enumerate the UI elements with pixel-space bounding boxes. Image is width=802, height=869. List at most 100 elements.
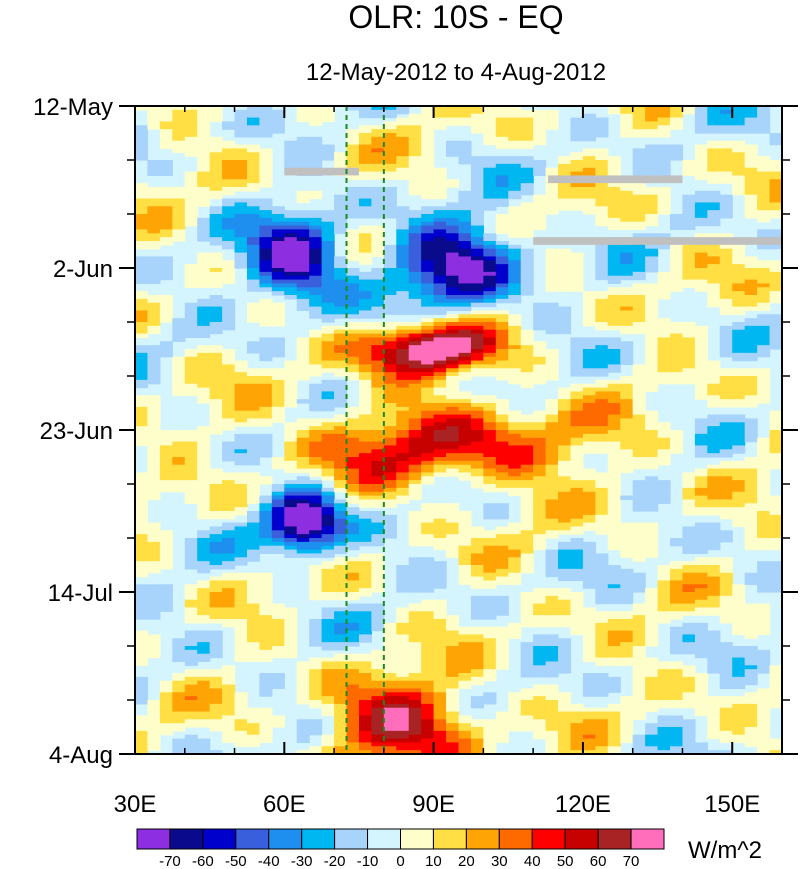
field-cell (159, 341, 173, 346)
field-cell (197, 399, 211, 404)
field-cell (483, 121, 497, 126)
field-cell (570, 522, 584, 528)
field-cell (271, 283, 285, 288)
field-cell (147, 549, 161, 555)
field-cell (421, 175, 435, 180)
field-cell (321, 403, 335, 408)
field-cell (495, 287, 509, 292)
field-cell (334, 646, 348, 651)
field-cell (558, 707, 572, 713)
field-cell (595, 391, 609, 396)
field-cell (570, 557, 584, 562)
field-cell (234, 615, 248, 620)
field-cell (135, 611, 149, 616)
field-cell (582, 480, 596, 485)
field-cell (321, 711, 335, 717)
field-cell (284, 522, 298, 528)
field-cell (421, 630, 435, 636)
field-cell (383, 630, 397, 636)
field-cell (421, 217, 435, 223)
field-cell (408, 295, 422, 300)
field-cell (520, 422, 534, 427)
field-cell (495, 526, 509, 531)
field-cell (209, 491, 223, 497)
field-cell (246, 109, 261, 115)
field-cell (607, 210, 621, 215)
field-cell (446, 615, 460, 620)
field-cell (197, 638, 211, 643)
field-cell (334, 738, 348, 744)
field-cell (545, 248, 559, 254)
field-cell (582, 673, 596, 678)
field-cell (595, 310, 609, 315)
field-cell (408, 669, 422, 674)
field-cell (558, 511, 572, 516)
field-cell (334, 711, 348, 717)
field-cell (446, 534, 460, 539)
field-cell (159, 707, 173, 713)
field-cell (321, 476, 335, 481)
field-cell (284, 225, 298, 231)
field-cell (271, 322, 285, 327)
field-cell (358, 669, 372, 674)
field-cell (520, 437, 534, 443)
field-cell (334, 225, 348, 231)
field-cell (159, 233, 173, 238)
field-cell (433, 622, 447, 628)
field-cell (334, 210, 348, 215)
field-cell (284, 144, 298, 150)
field-cell (209, 187, 223, 192)
field-cell (607, 530, 621, 535)
field-cell (271, 310, 285, 315)
field-cell (558, 187, 572, 192)
field-cell (234, 133, 248, 138)
field-cell (396, 206, 410, 211)
field-cell (421, 275, 435, 281)
field-cell (234, 403, 248, 408)
field-cell (607, 341, 621, 346)
field-cell (371, 268, 385, 273)
field-cell (533, 376, 547, 381)
field-cell (533, 221, 547, 227)
field-cell (135, 302, 149, 308)
field-cell (408, 576, 422, 582)
field-cell (209, 750, 223, 754)
field-cell (358, 541, 372, 547)
field-cell (421, 349, 435, 354)
field-cell (396, 750, 410, 754)
field-cell (172, 113, 186, 119)
field-cell (508, 368, 522, 373)
field-cell (135, 310, 149, 315)
field-cell (458, 526, 472, 531)
field-cell (595, 572, 609, 578)
field-cell (209, 148, 223, 153)
field-cell (483, 260, 497, 265)
field-cell (470, 356, 484, 362)
field-cell (371, 750, 385, 754)
field-cell (309, 549, 323, 555)
field-cell (147, 206, 161, 211)
field-cell (533, 661, 547, 666)
field-cell (259, 345, 273, 350)
field-cell (296, 553, 310, 558)
field-cell (483, 275, 497, 281)
field-cell (334, 160, 348, 165)
field-cell (545, 418, 559, 423)
field-cell (358, 256, 372, 261)
field-cell (433, 441, 447, 447)
field-cell (197, 553, 211, 558)
field-cell (135, 418, 149, 423)
field-cell (483, 727, 497, 732)
field-cell (334, 545, 348, 551)
field-cell (582, 210, 596, 215)
field-cell (184, 152, 198, 157)
field-cell (470, 298, 484, 304)
field-cell (520, 125, 534, 130)
field-cell (334, 314, 348, 319)
field-cell (458, 325, 472, 331)
field-cell (271, 125, 285, 130)
field-cell (446, 622, 460, 628)
field-cell (321, 472, 335, 477)
field-cell (284, 229, 298, 234)
field-cell (271, 507, 285, 512)
